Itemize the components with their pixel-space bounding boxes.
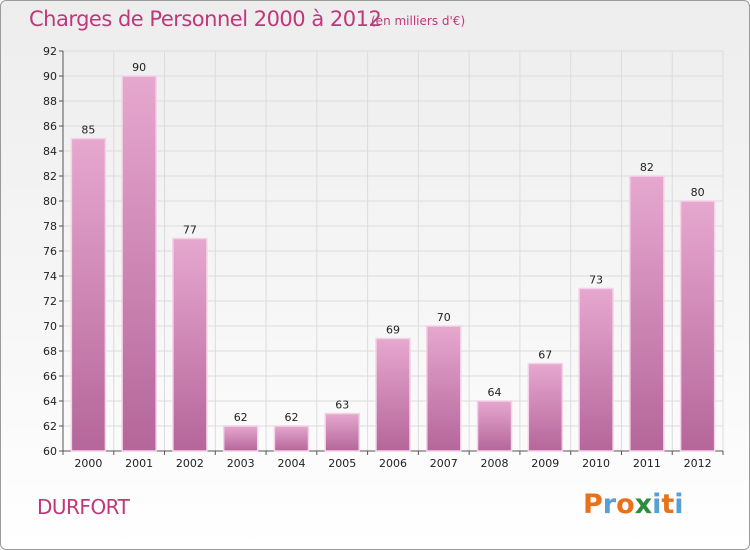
value-label: 70 — [437, 311, 451, 324]
value-label: 73 — [589, 274, 603, 287]
x-tick-label: 2011 — [633, 457, 661, 470]
x-tick-labels: 2000 2001 2002 2003 2004 2005 2006 2007 2008 2009… — [74, 457, 711, 470]
bar-2004[interactable] — [273, 425, 310, 452]
y-tick-label: 60 — [43, 445, 57, 458]
value-label: 64 — [488, 386, 502, 399]
proxiti-logo[interactable]: Proxiti — [583, 489, 684, 520]
value-labels: 85 90 77 62 62 63 69 70 64 67 73 82 80 — [81, 61, 704, 424]
y-tick-label: 92 — [43, 45, 57, 58]
x-tick-label: 2010 — [582, 457, 610, 470]
y-tick-label: 74 — [43, 270, 57, 283]
bars — [70, 75, 716, 452]
bar-2011[interactable] — [629, 175, 665, 452]
y-tick-label: 88 — [43, 95, 57, 108]
bar-2006[interactable] — [375, 337, 411, 452]
bar-2009[interactable] — [527, 362, 564, 452]
bar-2001[interactable] — [121, 75, 157, 452]
value-label: 77 — [183, 224, 197, 237]
value-label: 82 — [640, 161, 654, 174]
x-tick-label: 2000 — [74, 457, 102, 470]
x-tick-label: 2009 — [531, 457, 559, 470]
y-tick-label: 72 — [43, 295, 57, 308]
chart-title: Charges de Personnel 2000 à 2012 — [29, 7, 382, 31]
y-tick-label: 80 — [43, 195, 57, 208]
x-tick-label: 2005 — [328, 457, 356, 470]
y-tick-label: 78 — [43, 220, 57, 233]
value-label: 62 — [234, 411, 248, 424]
bar-2002[interactable] — [172, 237, 208, 452]
x-tick-label: 2007 — [430, 457, 458, 470]
commune-name: DURFORT — [37, 495, 130, 519]
y-tick-label: 86 — [43, 120, 57, 133]
y-tick-label: 62 — [43, 420, 57, 433]
y-tick-label: 90 — [43, 70, 57, 83]
bar-2012[interactable] — [679, 200, 716, 452]
y-tick-label: 66 — [43, 370, 57, 383]
x-tick-label: 2004 — [277, 457, 305, 470]
x-tick-label: 2012 — [684, 457, 712, 470]
y-tick-label: 70 — [43, 320, 57, 333]
value-label: 63 — [335, 399, 349, 412]
value-label: 67 — [538, 349, 552, 362]
logo-letter: i — [652, 489, 662, 520]
logo-letter: t — [661, 489, 675, 520]
y-tick-label: 82 — [43, 170, 57, 183]
bar-2003[interactable] — [222, 425, 259, 452]
logo-letter: r — [602, 489, 617, 520]
y-tick-label: 68 — [43, 345, 57, 358]
x-tick-label: 2002 — [176, 457, 204, 470]
y-tick-labels: 60 62 64 66 68 70 72 74 76 78 80 82 84 86 88 90 92 — [43, 45, 57, 458]
x-tick-label: 2003 — [227, 457, 255, 470]
value-label: 85 — [81, 124, 95, 137]
value-label: 80 — [691, 186, 705, 199]
logo-letter: o — [616, 489, 635, 520]
bar-2008[interactable] — [476, 400, 513, 452]
bar-2007[interactable] — [426, 325, 462, 452]
chart-subtitle: (en milliers d'€) — [371, 14, 466, 28]
value-label: 62 — [284, 411, 298, 424]
y-tick-label: 84 — [43, 145, 57, 158]
bar-2010[interactable] — [578, 287, 614, 452]
bar-2000[interactable] — [70, 137, 107, 452]
x-tick-label: 2008 — [481, 457, 509, 470]
y-tick-label: 76 — [43, 245, 57, 258]
logo-letter: i — [674, 489, 684, 520]
value-label: 90 — [132, 61, 146, 74]
bar-2005[interactable] — [324, 412, 360, 452]
x-tick-label: 2001 — [125, 457, 153, 470]
logo-letter: P — [583, 489, 603, 520]
value-label: 69 — [386, 324, 400, 337]
logo-letter: x — [634, 489, 653, 520]
y-tick-label: 64 — [43, 395, 57, 408]
x-tick-label: 2006 — [379, 457, 407, 470]
